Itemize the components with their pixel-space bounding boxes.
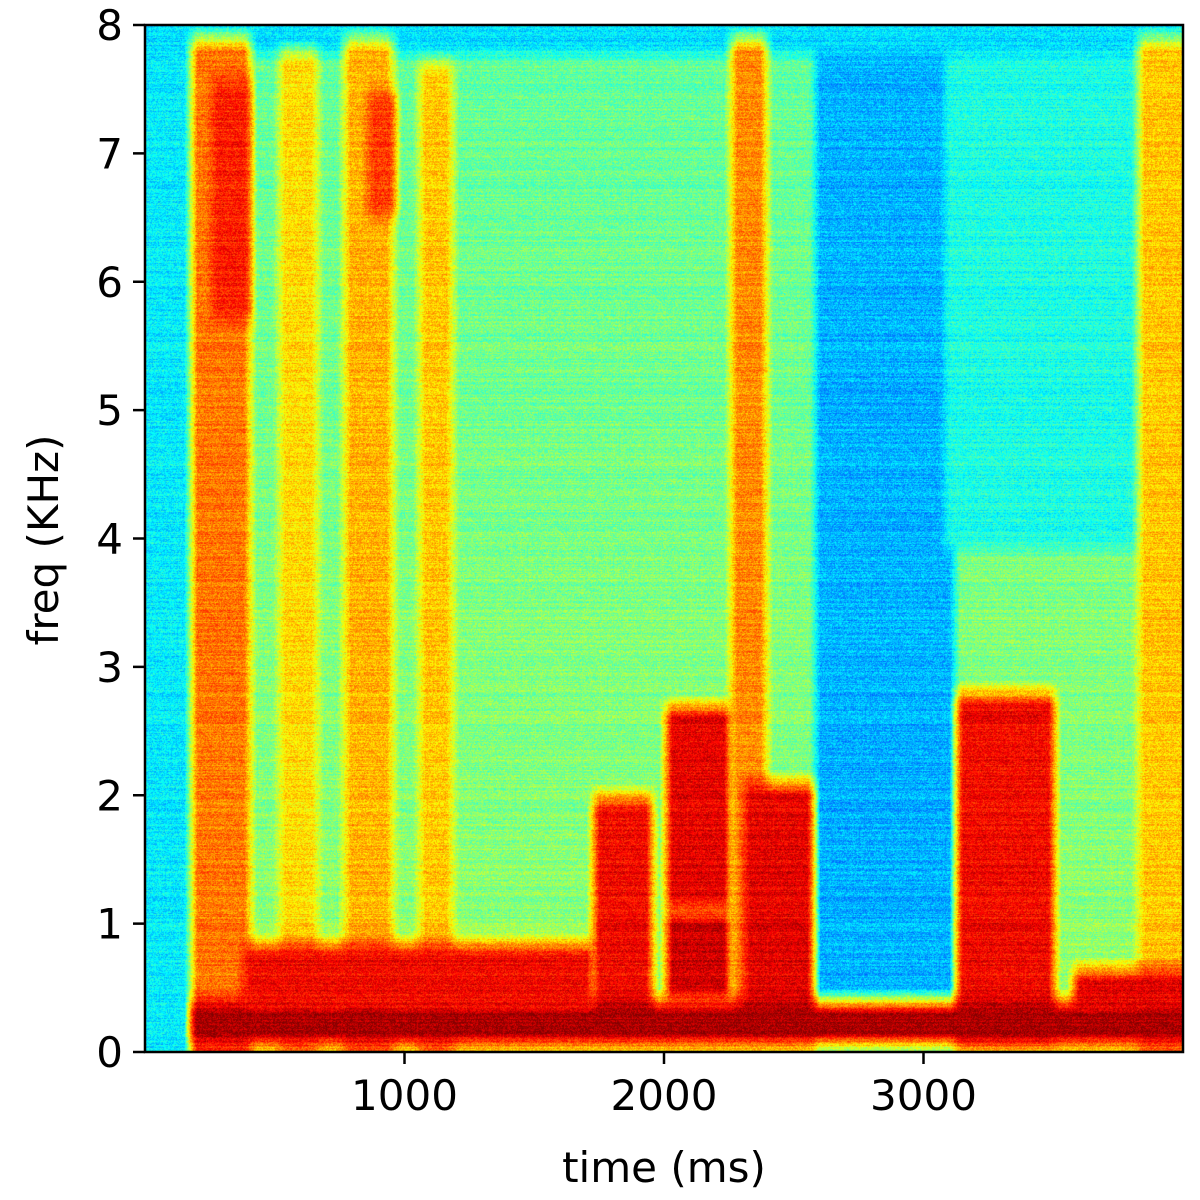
y-tick-label: 3 — [96, 643, 123, 692]
y-tick-label: 0 — [96, 1028, 123, 1077]
y-tick-label: 7 — [96, 129, 123, 178]
plot-frame — [143, 23, 1185, 1054]
spectrogram-heatmap — [145, 25, 1183, 1052]
x-axis-ticks: 1000 2000 3000 — [351, 1052, 977, 1120]
x-axis-label: time (ms) — [562, 1143, 766, 1192]
x-tick-label: 2000 — [611, 1071, 718, 1120]
x-tick-label: 3000 — [870, 1071, 977, 1120]
y-tick-label: 2 — [96, 771, 123, 820]
y-axis-ticks: 0 1 2 3 4 5 6 7 8 — [96, 1, 145, 1077]
x-tick-label: 1000 — [351, 1071, 458, 1120]
y-axis-label: freq (KHz) — [19, 435, 68, 646]
y-tick-label: 8 — [96, 1, 123, 50]
y-tick-label: 6 — [96, 258, 123, 307]
y-tick-label: 1 — [96, 900, 123, 949]
y-tick-label: 4 — [96, 515, 123, 564]
y-tick-label: 5 — [96, 386, 123, 435]
